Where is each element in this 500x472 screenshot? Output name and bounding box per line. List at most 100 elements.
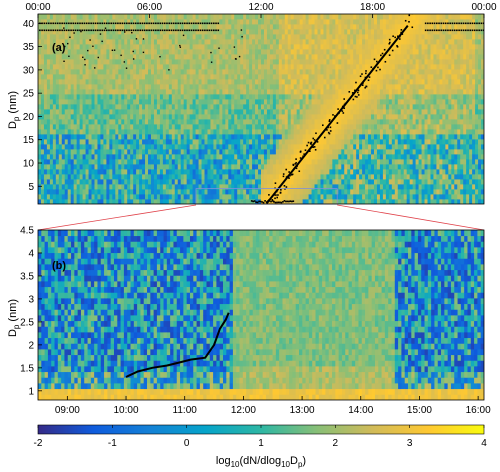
heatmap-cell <box>231 104 235 110</box>
heatmap-cell <box>427 159 431 165</box>
heatmap-cell <box>329 139 333 145</box>
heatmap-cell <box>373 69 378 75</box>
heatmap-cell <box>287 119 292 125</box>
heatmap-cell <box>174 14 179 20</box>
heatmap-cell <box>118 54 122 60</box>
heatmap-cell <box>424 174 428 180</box>
heatmap-cell <box>52 129 57 135</box>
heatmap-cell <box>228 69 232 75</box>
heatmap-cell <box>255 114 259 120</box>
heatmap-cell <box>249 119 253 125</box>
heatmap-cell <box>394 124 399 130</box>
heatmap-cell <box>353 189 357 195</box>
heatmap-cell <box>376 159 381 165</box>
heatmap-cell <box>240 159 244 165</box>
heatmap-cell <box>272 99 277 105</box>
heatmap-cell <box>359 44 363 50</box>
heatmap-cell <box>222 69 226 75</box>
heatmap-cell <box>165 24 170 30</box>
heatmap-cell <box>124 134 128 140</box>
heatmap-cell <box>55 49 60 55</box>
heatmap-cell <box>216 189 220 195</box>
heatmap-cell <box>231 39 235 45</box>
heatmap-cell <box>385 104 390 110</box>
heatmap-cell <box>168 99 173 105</box>
heatmap-cell <box>356 94 360 100</box>
heatmap-cell <box>195 129 199 135</box>
heatmap-cell <box>400 44 405 50</box>
heatmap-cell <box>100 124 104 130</box>
heatmap-cell <box>145 79 149 85</box>
heatmap-cell <box>296 104 301 110</box>
heatmap-cell <box>150 34 155 40</box>
heatmap-cell <box>121 99 125 105</box>
heatmap-cell <box>290 44 295 50</box>
heatmap-cell <box>67 84 72 90</box>
heatmap-cell <box>382 24 387 30</box>
heatmap-cell <box>347 134 351 140</box>
heatmap-cell <box>269 139 274 145</box>
heatmap-cell <box>371 189 375 195</box>
heatmap-cell <box>406 164 411 170</box>
heatmap-cell <box>424 164 428 170</box>
heatmap-cell <box>192 189 196 195</box>
heatmap-cell <box>76 44 81 50</box>
heatmap-cell <box>171 199 176 204</box>
heatmap-cell <box>356 144 360 150</box>
heatmap-cell <box>213 34 217 40</box>
heatmap-cell <box>231 184 235 190</box>
heatmap-cell <box>85 159 89 165</box>
heatmap-cell <box>255 59 259 65</box>
heatmap-cell <box>362 169 366 175</box>
heatmap-cell <box>320 54 324 60</box>
heatmap-cell <box>97 79 101 85</box>
heatmap-cell <box>293 39 298 45</box>
heatmap-cell <box>201 74 205 80</box>
heatmap-cell <box>198 19 202 25</box>
heatmap-cell <box>275 179 280 185</box>
heatmap-cell <box>124 54 128 60</box>
heatmap-cell <box>79 14 83 20</box>
heatmap-cell <box>359 109 363 115</box>
heatmap-cell <box>424 94 428 100</box>
heatmap-cell <box>397 144 402 150</box>
heatmap-cell <box>186 69 191 75</box>
heatmap-cell <box>67 14 72 20</box>
heatmap-cell <box>305 154 309 160</box>
heatmap-cell <box>124 164 128 170</box>
heatmap-cell <box>118 69 122 75</box>
heatmap-cell <box>308 129 312 135</box>
heatmap-cell <box>317 34 321 40</box>
heatmap-cell <box>174 199 179 204</box>
heatmap-cell <box>183 154 188 160</box>
heatmap-cell <box>293 84 298 90</box>
heatmap-cell <box>231 29 235 35</box>
heatmap-cell <box>115 79 119 85</box>
heatmap-cell <box>91 24 95 30</box>
heatmap-cell <box>269 119 274 125</box>
heatmap-cell <box>73 124 78 130</box>
heatmap-cell <box>115 69 119 75</box>
heatmap-cell <box>186 169 191 175</box>
heatmap-cell <box>67 174 72 180</box>
heatmap-cell <box>263 149 268 155</box>
heatmap-cell <box>311 39 315 45</box>
heatmap-cell <box>52 109 57 115</box>
heatmap-cell <box>296 179 301 185</box>
heatmap-cell <box>79 99 83 105</box>
heatmap-cell <box>148 34 152 40</box>
heatmap-cell <box>73 74 78 80</box>
heatmap-cell <box>293 24 298 30</box>
heatmap-cell <box>246 129 250 135</box>
heatmap-cell <box>139 114 143 120</box>
heatmap-cell <box>382 109 387 115</box>
heatmap-cell <box>320 39 324 45</box>
heatmap-cell <box>409 179 414 185</box>
heatmap-cell <box>400 129 405 135</box>
heatmap-cell <box>52 99 57 105</box>
heatmap-cell <box>192 79 196 85</box>
heatmap-cell <box>40 129 45 135</box>
heatmap-cell <box>94 44 98 50</box>
heatmap-cell <box>240 29 244 35</box>
heatmap-cell <box>100 154 104 160</box>
